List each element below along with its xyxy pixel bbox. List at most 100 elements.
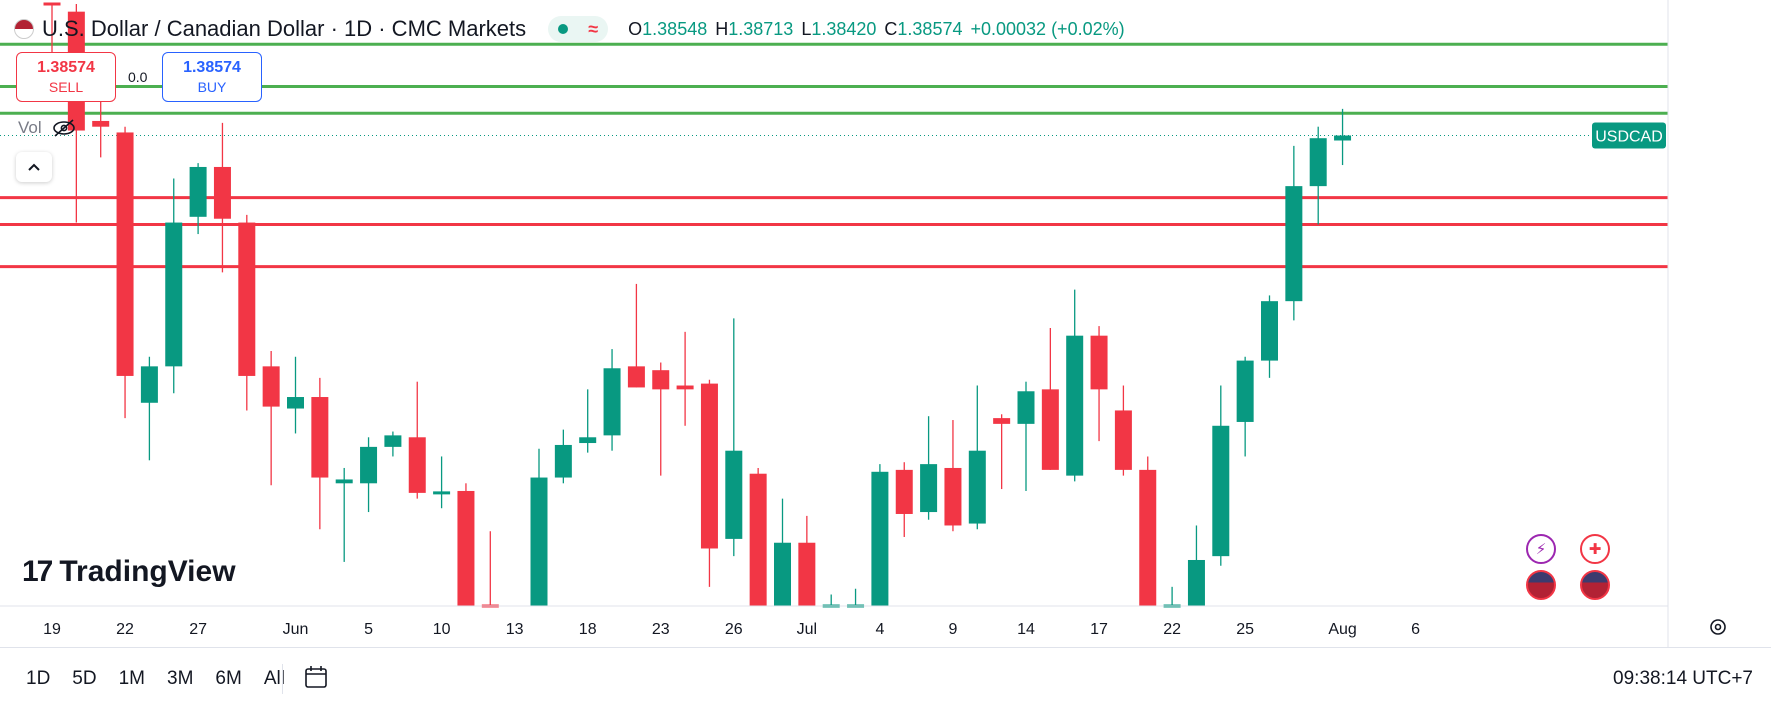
range-5d[interactable]: 5D: [72, 668, 97, 689]
candle-body[interactable]: [92, 120, 110, 127]
candle-body[interactable]: [749, 473, 767, 606]
candle-body[interactable]: [262, 366, 280, 407]
range-1m[interactable]: 1M: [118, 668, 145, 689]
candle-body[interactable]: [652, 370, 670, 390]
candle-body[interactable]: [871, 471, 889, 606]
symbol-tag[interactable]: [1592, 122, 1666, 149]
candle-body[interactable]: [165, 222, 183, 367]
horizontal-levels: [0, 42, 1668, 269]
symbol-title[interactable]: U.S. Dollar / Canadian Dollar · 1D · CMC…: [42, 16, 527, 41]
time-tick-label: 26: [725, 621, 743, 638]
candle-body[interactable]: [213, 166, 231, 219]
candle-body[interactable]: [1236, 360, 1254, 422]
lightning-event-icon[interactable]: ⚡: [1526, 534, 1556, 564]
candles: [43, 2, 1352, 608]
candle-body[interactable]: [725, 450, 743, 539]
candle-body[interactable]: [1090, 335, 1108, 390]
candle-body[interactable]: [1309, 138, 1327, 187]
candle-body[interactable]: [384, 435, 402, 447]
canada-flag-icon[interactable]: ✚: [1580, 534, 1610, 564]
time-tick-label: 14: [1017, 621, 1035, 638]
ohlc-readout: O1.38548 H1.38713 L1.38420 C1.38574 +0.0…: [628, 18, 1125, 39]
time-tick-label: 10: [433, 621, 451, 638]
candle-body[interactable]: [1139, 469, 1157, 606]
candle-body[interactable]: [189, 166, 207, 217]
tradingview-logo[interactable]: 17 TradingView: [22, 555, 236, 589]
eye-crossed-icon[interactable]: [52, 119, 76, 137]
candle-body[interactable]: [530, 477, 548, 606]
time-tick-label: 18: [579, 621, 597, 638]
us-flag-event-icon[interactable]: [1580, 570, 1610, 600]
us-flag-event-icon[interactable]: [1526, 570, 1556, 600]
time-tick-label: 9: [948, 621, 957, 638]
candle-body[interactable]: [774, 542, 791, 606]
logo-text: TradingView: [59, 555, 236, 588]
collapse-legend-button[interactable]: [16, 152, 52, 182]
candle-body[interactable]: [920, 464, 938, 513]
candle-body[interactable]: [1334, 135, 1352, 141]
candle-body[interactable]: [1261, 301, 1278, 361]
toolbar-divider: [282, 664, 283, 694]
candle-body[interactable]: [43, 2, 61, 6]
time-tick-label: 19: [43, 621, 61, 638]
candle-body[interactable]: [1066, 335, 1084, 476]
candle-body[interactable]: [968, 450, 986, 524]
sell-price: 1.38574: [37, 59, 95, 76]
change-value: +0.00032 (+0.02%): [970, 18, 1125, 39]
candle-body[interactable]: [993, 418, 1011, 424]
candle-body[interactable]: [700, 383, 718, 549]
candle-body[interactable]: [554, 444, 572, 478]
settings-icon[interactable]: [1707, 616, 1729, 638]
candle-body[interactable]: [433, 491, 451, 495]
clock-readout[interactable]: 09:38:14 UTC+7: [1613, 668, 1753, 689]
time-tick-label: 22: [116, 621, 134, 638]
candle-body[interactable]: [311, 397, 329, 478]
candle-body[interactable]: [116, 132, 134, 376]
candle-body[interactable]: [1212, 425, 1230, 557]
low-value: 1.38420: [811, 18, 877, 39]
candle-body[interactable]: [408, 437, 426, 493]
market-status-pill[interactable]: ≈: [548, 16, 609, 42]
time-tick-label: 13: [506, 621, 524, 638]
candle-body[interactable]: [627, 366, 645, 388]
wave-icon: ≈: [588, 18, 599, 39]
time-tick-label: 5: [364, 621, 373, 638]
candle-body[interactable]: [1114, 410, 1132, 470]
candle-body[interactable]: [360, 446, 378, 484]
range-3m[interactable]: 3M: [167, 668, 194, 689]
sell-label: SELL: [48, 79, 84, 95]
candle-body[interactable]: [895, 469, 913, 514]
candle-body[interactable]: [457, 490, 475, 606]
calendar-icon[interactable]: [304, 664, 330, 690]
market-open-dot-icon: [558, 24, 569, 34]
time-tick-label: 6: [1411, 621, 1420, 638]
range-1d[interactable]: 1D: [26, 668, 51, 689]
buy-button[interactable]: 1.38574 BUY: [162, 52, 262, 102]
candle-body[interactable]: [140, 366, 158, 403]
candle-body[interactable]: [603, 368, 621, 436]
candle-body[interactable]: [579, 437, 597, 444]
spread-value: 0.0: [128, 69, 148, 85]
time-tick-label: Jun: [283, 621, 309, 638]
chevron-up-icon: [28, 163, 40, 171]
range-all[interactable]: All: [263, 668, 285, 689]
candle-body[interactable]: [676, 385, 694, 390]
time-tick-label: 4: [875, 621, 884, 638]
candle-body[interactable]: [238, 222, 256, 376]
sell-button[interactable]: 1.38574 SELL: [16, 52, 116, 102]
candle-body[interactable]: [1285, 186, 1303, 302]
chart-header: U.S. Dollar / Canadian Dollar · 1D · CMC…: [14, 14, 1125, 44]
candle-body[interactable]: [944, 467, 962, 526]
candle-body[interactable]: [798, 542, 816, 606]
price-chart[interactable]: 1.365001.370001.375001.38000 192227Jun51…: [0, 0, 1771, 647]
price-axis-bg: [1668, 0, 1771, 647]
candle-body[interactable]: [1041, 389, 1059, 470]
range-6m[interactable]: 6M: [215, 668, 242, 689]
candle-body[interactable]: [335, 479, 353, 484]
candle-body[interactable]: [1017, 391, 1035, 424]
time-tick-label: Jul: [797, 621, 817, 638]
candle-body[interactable]: [287, 397, 304, 409]
candle-body[interactable]: [1187, 559, 1205, 606]
time-tick-label: 17: [1090, 621, 1108, 638]
tradingview-mark-icon: 17: [22, 555, 53, 588]
